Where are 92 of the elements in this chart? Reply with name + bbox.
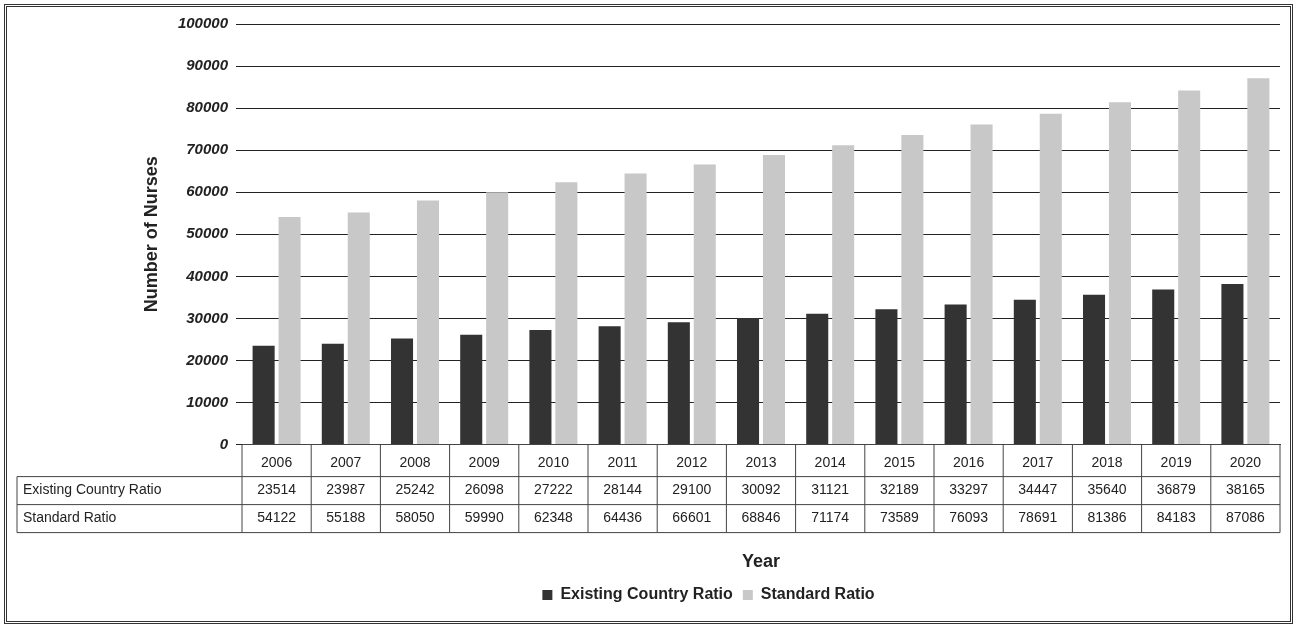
bar xyxy=(970,124,993,445)
bar xyxy=(1178,90,1201,445)
x-tick-label: 2010 xyxy=(537,453,570,470)
y-tick-label: 50000 xyxy=(186,224,229,242)
y-tick-label: 40000 xyxy=(185,266,229,284)
data-label: 71174 xyxy=(811,509,850,526)
y-tick-label: 70000 xyxy=(186,140,229,158)
bar xyxy=(1247,78,1270,445)
bar xyxy=(944,304,967,445)
bar xyxy=(667,322,690,445)
x-tick-label: 2019 xyxy=(1160,453,1192,470)
x-tick-label: 2013 xyxy=(745,453,777,470)
data-label: 27222 xyxy=(533,481,574,498)
y-axis-title: Number of Nurses xyxy=(140,156,161,313)
bar xyxy=(693,164,716,445)
data-label: 36879 xyxy=(1156,481,1196,498)
x-tick-label: 2007 xyxy=(330,453,362,470)
y-tick-label: 100000 xyxy=(177,14,229,32)
data-label: 29100 xyxy=(672,481,712,498)
data-label: 35640 xyxy=(1087,481,1127,498)
bar xyxy=(391,338,414,445)
bar xyxy=(529,330,552,445)
x-tick-label: 2009 xyxy=(468,453,500,470)
bar xyxy=(1039,113,1062,445)
data-label: 31121 xyxy=(811,481,850,498)
data-label: 59990 xyxy=(464,509,504,526)
legend-label: Standard Ratio xyxy=(760,585,875,603)
bar xyxy=(762,155,785,445)
bar xyxy=(1108,102,1131,445)
x-tick-label: 2011 xyxy=(607,453,638,470)
bar xyxy=(832,145,855,445)
text: Standard Ratio xyxy=(23,509,117,526)
bar xyxy=(875,309,898,445)
data-label: 28144 xyxy=(603,481,643,498)
data-label: 76093 xyxy=(949,509,989,526)
data-label: 26098 xyxy=(464,481,504,498)
x-tick-label: 2015 xyxy=(883,453,916,470)
bar xyxy=(416,200,439,445)
data-label: 34447 xyxy=(1018,481,1058,498)
data-label: 66601 xyxy=(672,509,712,526)
bar xyxy=(624,173,647,445)
data-label: 55188 xyxy=(326,509,366,526)
text: Existing Country Ratio xyxy=(23,481,162,498)
y-tick-label: 60000 xyxy=(186,182,229,200)
x-tick-label: 2014 xyxy=(814,453,846,470)
data-label: 32189 xyxy=(879,481,920,498)
x-tick-label: 2016 xyxy=(953,453,985,470)
bar xyxy=(1152,289,1175,445)
y-tick-label: 30000 xyxy=(186,308,229,326)
data-label: 23514 xyxy=(257,481,297,498)
x-axis-title: Year xyxy=(741,551,781,572)
bar xyxy=(321,343,344,445)
data-label: 64436 xyxy=(603,509,643,526)
data-label: 84183 xyxy=(1156,509,1196,526)
bar xyxy=(598,326,621,445)
y-tick-label: 80000 xyxy=(186,98,229,116)
data-label: 78691 xyxy=(1018,509,1058,526)
bar xyxy=(737,318,760,445)
bar xyxy=(347,212,370,445)
data-label: 25242 xyxy=(395,481,435,498)
x-tick-label: 2006 xyxy=(261,453,293,470)
data-label: 30092 xyxy=(741,481,781,498)
data-label: 33297 xyxy=(949,481,989,498)
bar xyxy=(806,313,829,445)
x-tick-label: 2008 xyxy=(399,453,431,470)
y-tick-label: 10000 xyxy=(186,392,229,410)
data-label: 38165 xyxy=(1225,481,1266,498)
y-tick-label: 20000 xyxy=(185,350,229,368)
bar xyxy=(252,345,275,445)
bar xyxy=(1013,299,1036,445)
y-tick-label: 90000 xyxy=(186,56,229,74)
data-label: 62348 xyxy=(533,509,574,526)
data-label: 23987 xyxy=(326,481,366,498)
y-tick-label: 0 xyxy=(219,434,229,452)
data-label: 73589 xyxy=(879,509,920,526)
data-label: 81386 xyxy=(1087,509,1127,526)
bar xyxy=(901,135,924,445)
x-tick-label: 2012 xyxy=(676,453,708,470)
legend-label: Existing Country Ratio xyxy=(560,585,734,603)
bar xyxy=(1083,294,1106,445)
data-label: 54122 xyxy=(257,509,297,526)
data-label: 68846 xyxy=(741,509,781,526)
bar xyxy=(486,192,509,445)
data-label: 87086 xyxy=(1225,509,1266,526)
x-tick-label: 2020 xyxy=(1229,453,1262,470)
data-label: 58050 xyxy=(395,509,435,526)
x-tick-label: 2017 xyxy=(1022,453,1054,470)
bar xyxy=(1221,284,1244,445)
bar xyxy=(460,334,483,445)
bar xyxy=(278,216,301,445)
bar xyxy=(555,182,578,445)
x-tick-label: 2018 xyxy=(1091,453,1123,470)
